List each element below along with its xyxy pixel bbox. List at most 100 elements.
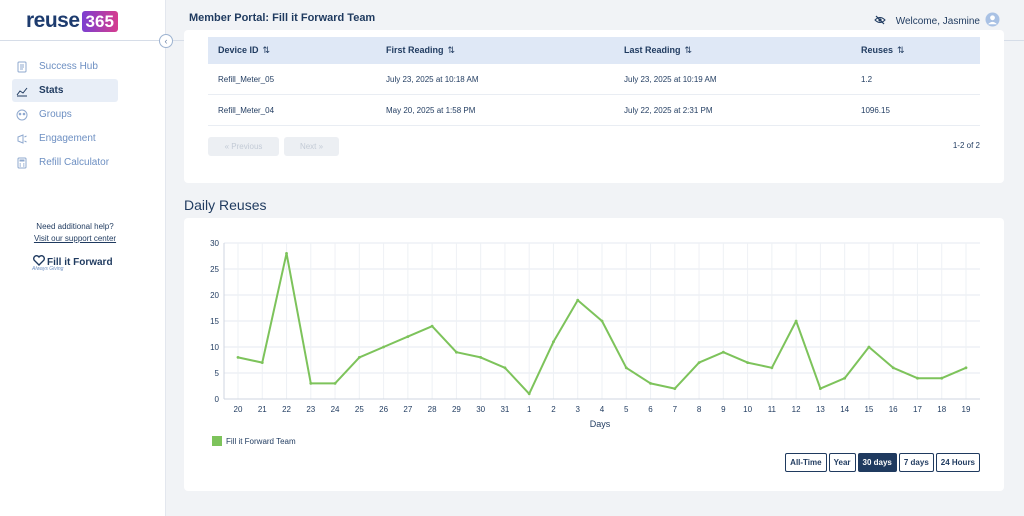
next-page-button[interactable]: Next » bbox=[284, 137, 339, 156]
column-header-first-reading[interactable]: First Reading ⇅ bbox=[386, 45, 455, 56]
column-header-last-reading[interactable]: Last Reading ⇅ bbox=[624, 45, 692, 56]
logo-text: reuse bbox=[26, 9, 80, 32]
cell-device-id: Refill_Meter_05 bbox=[218, 74, 275, 84]
data-point bbox=[697, 361, 701, 364]
data-point bbox=[552, 340, 555, 344]
data-point bbox=[309, 382, 313, 385]
data-point bbox=[430, 324, 434, 328]
collapse-sidebar-button[interactable]: ‹ bbox=[159, 34, 173, 48]
sidebar: reuse 365 Success Hub Stats Groups Eng bbox=[0, 0, 166, 516]
sidebar-nav: Success Hub Stats Groups Engagement Refi… bbox=[12, 55, 118, 175]
data-point bbox=[964, 366, 968, 370]
data-point bbox=[236, 356, 240, 359]
data-point bbox=[382, 345, 385, 349]
time-range-selector: All-Time Year 30 days 7 days 24 Hours bbox=[783, 453, 980, 472]
sort-icon: ⇅ bbox=[447, 45, 456, 55]
y-tick-label: 20 bbox=[210, 291, 219, 300]
help-text: Need additional help? bbox=[36, 222, 114, 231]
engagement-icon bbox=[16, 133, 28, 145]
cell-last-reading: July 22, 2025 at 2:31 PM bbox=[624, 105, 713, 115]
y-tick-label: 5 bbox=[215, 369, 220, 378]
sidebar-item-label: Engagement bbox=[39, 133, 96, 144]
range-7-days-button[interactable]: 7 days bbox=[898, 453, 934, 472]
column-label: Device ID bbox=[218, 45, 259, 55]
range-all-time-button[interactable]: All-Time bbox=[785, 453, 827, 472]
x-tick-label: 7 bbox=[673, 405, 678, 414]
cell-first-reading: July 23, 2025 at 10:18 AM bbox=[386, 74, 479, 84]
cell-first-reading: May 20, 2025 at 1:58 PM bbox=[386, 105, 476, 115]
data-point bbox=[455, 350, 458, 354]
chart-legend[interactable]: Fill it Forward Team bbox=[212, 436, 296, 446]
sidebar-item-success-hub[interactable]: Success Hub bbox=[12, 55, 118, 78]
column-label: Reuses bbox=[861, 45, 894, 55]
data-point bbox=[746, 361, 749, 364]
y-tick-label: 30 bbox=[210, 239, 219, 248]
range-year-button[interactable]: Year bbox=[828, 453, 856, 472]
x-tick-label: 8 bbox=[697, 405, 702, 414]
user-welcome: Welcome, Jasmine bbox=[873, 12, 1000, 30]
x-tick-label: 29 bbox=[452, 405, 461, 414]
y-tick-label: 15 bbox=[210, 317, 219, 326]
x-tick-label: 18 bbox=[937, 405, 946, 414]
support-center-link[interactable]: Visit our support center bbox=[33, 234, 117, 243]
data-point bbox=[794, 319, 798, 323]
x-tick-label: 5 bbox=[624, 405, 629, 414]
sidebar-item-engagement[interactable]: Engagement bbox=[12, 127, 118, 150]
x-tick-label: 9 bbox=[721, 405, 726, 414]
sidebar-item-label: Groups bbox=[39, 109, 72, 120]
heart-icon bbox=[33, 253, 45, 271]
x-tick-label: 21 bbox=[258, 405, 267, 414]
x-tick-label: 2 bbox=[551, 405, 556, 414]
table-row: Refill_Meter_05 July 23, 2025 at 10:18 A… bbox=[208, 64, 980, 95]
data-point bbox=[891, 366, 895, 370]
x-tick-label: 24 bbox=[331, 405, 340, 414]
data-point bbox=[527, 392, 531, 396]
sidebar-item-stats[interactable]: Stats bbox=[12, 79, 118, 102]
sidebar-item-groups[interactable]: Groups bbox=[12, 103, 118, 126]
previous-page-button[interactable]: « Previous bbox=[208, 137, 279, 156]
eye-slash-icon[interactable] bbox=[873, 15, 886, 28]
x-tick-label: 30 bbox=[476, 405, 485, 414]
x-tick-label: 14 bbox=[840, 405, 849, 414]
chevron-left-icon: ‹ bbox=[164, 36, 168, 46]
x-tick-label: 17 bbox=[913, 405, 922, 414]
range-30-days-button[interactable]: 30 days bbox=[857, 453, 897, 472]
table-row: Refill_Meter_04 May 20, 2025 at 1:58 PM … bbox=[208, 95, 980, 126]
user-avatar-icon[interactable] bbox=[985, 12, 1000, 30]
data-point bbox=[819, 387, 822, 390]
x-tick-label: 22 bbox=[282, 405, 291, 414]
x-tick-label: 3 bbox=[576, 405, 581, 414]
x-tick-label: 10 bbox=[743, 405, 752, 414]
x-tick-label: 25 bbox=[355, 405, 364, 414]
table-header: Device ID ⇅ First Reading ⇅ Last Reading ⇅ … bbox=[208, 37, 980, 64]
data-point bbox=[260, 361, 264, 364]
x-tick-label: 26 bbox=[379, 405, 388, 414]
x-tick-label: 13 bbox=[816, 405, 825, 414]
logo-number: 365 bbox=[81, 10, 118, 32]
section-title: Daily Reuses bbox=[184, 197, 267, 213]
data-point bbox=[649, 382, 652, 385]
sort-icon: ⇅ bbox=[684, 45, 693, 55]
column-header-device-id[interactable]: Device ID ⇅ bbox=[218, 45, 270, 56]
partner-tagline: Always Giving bbox=[32, 266, 64, 272]
range-24-hours-button[interactable]: 24 Hours bbox=[935, 453, 980, 472]
x-tick-label: 16 bbox=[889, 405, 898, 414]
sidebar-item-refill-calculator[interactable]: Refill Calculator bbox=[12, 151, 118, 174]
data-point bbox=[406, 335, 410, 338]
data-point bbox=[357, 356, 361, 359]
groups-icon bbox=[16, 109, 28, 121]
data-point bbox=[624, 366, 628, 370]
x-tick-label: 27 bbox=[403, 405, 412, 414]
column-label: Last Reading bbox=[624, 45, 681, 55]
data-point bbox=[916, 376, 919, 380]
reuse365-logo[interactable]: reuse 365 bbox=[26, 9, 118, 33]
sidebar-item-label: Success Hub bbox=[39, 61, 98, 72]
welcome-text: Welcome, Jasmine bbox=[895, 15, 980, 27]
y-tick-label: 0 bbox=[215, 395, 220, 404]
x-tick-label: 1 bbox=[527, 405, 532, 414]
document-icon bbox=[16, 61, 28, 73]
y-tick-label: 10 bbox=[210, 343, 219, 352]
column-header-reuses[interactable]: Reuses ⇅ bbox=[861, 45, 905, 56]
daily-reuses-chart-card: 0 5 10 15 20 25 30 20 21 22 23 24 25 26 27 28 29 30 31 1 2 3 4… bbox=[184, 218, 1004, 491]
